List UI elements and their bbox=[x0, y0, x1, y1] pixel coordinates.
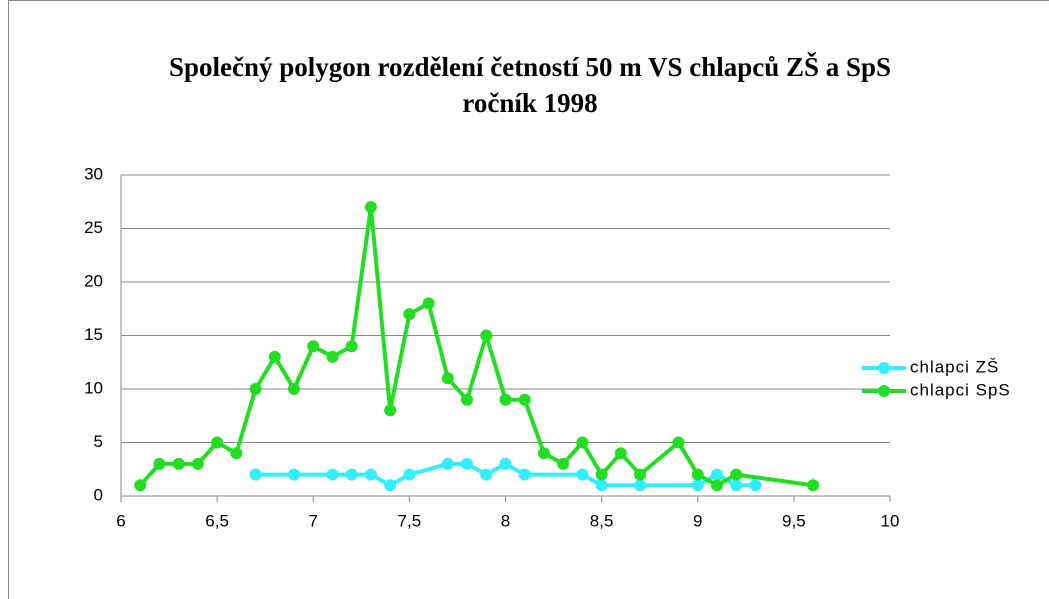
x-tick-label: 9,5 bbox=[782, 511, 806, 530]
chart-frame bbox=[8, 0, 1049, 599]
legend-label: chlapci ZŠ bbox=[910, 357, 999, 376]
data-point bbox=[672, 436, 685, 449]
data-point bbox=[730, 479, 743, 492]
data-point bbox=[461, 457, 474, 470]
data-point bbox=[634, 479, 647, 492]
x-tick-label: 10 bbox=[881, 511, 900, 530]
y-tick-label: 20 bbox=[84, 271, 103, 290]
legend-marker bbox=[878, 362, 890, 374]
data-point bbox=[153, 457, 166, 470]
x-tick-label: 7,5 bbox=[398, 511, 422, 530]
x-tick-label: 8 bbox=[501, 511, 510, 530]
data-point bbox=[441, 372, 454, 385]
data-point bbox=[364, 201, 377, 214]
data-point bbox=[576, 436, 589, 449]
data-point bbox=[345, 340, 358, 353]
data-point bbox=[288, 383, 301, 395]
data-point bbox=[364, 468, 377, 481]
data-point bbox=[384, 404, 397, 417]
data-point bbox=[230, 447, 243, 460]
data-point bbox=[710, 479, 723, 492]
x-tick-label: 9 bbox=[693, 511, 702, 530]
data-point bbox=[480, 468, 493, 481]
data-point bbox=[691, 468, 704, 481]
data-point bbox=[557, 457, 570, 470]
data-point bbox=[249, 383, 262, 395]
data-point bbox=[634, 468, 647, 481]
data-point bbox=[499, 393, 512, 406]
data-point bbox=[307, 340, 320, 353]
data-point bbox=[691, 479, 704, 492]
data-point bbox=[461, 393, 474, 406]
data-point bbox=[710, 468, 723, 481]
data-point bbox=[807, 479, 820, 492]
data-point bbox=[576, 468, 589, 481]
x-tick-label: 6 bbox=[116, 511, 125, 530]
x-tick-label: 6,5 bbox=[205, 511, 229, 530]
data-point bbox=[345, 468, 358, 481]
data-point bbox=[537, 447, 550, 460]
x-tick-label: 8,5 bbox=[590, 511, 614, 530]
data-point bbox=[480, 329, 493, 342]
y-tick-label: 0 bbox=[94, 485, 103, 504]
data-point bbox=[326, 468, 339, 481]
data-point bbox=[595, 468, 608, 481]
y-tick-label: 15 bbox=[84, 325, 103, 344]
data-point bbox=[595, 479, 608, 492]
data-point bbox=[134, 479, 147, 492]
data-point bbox=[403, 308, 416, 321]
data-point bbox=[422, 297, 435, 310]
data-point bbox=[172, 457, 185, 470]
data-point bbox=[384, 479, 397, 492]
data-point bbox=[288, 468, 301, 481]
x-tick-label: 7 bbox=[309, 511, 318, 530]
data-point bbox=[499, 457, 512, 470]
legend-marker bbox=[878, 385, 890, 397]
data-point bbox=[441, 457, 454, 470]
data-point bbox=[249, 468, 262, 481]
data-point bbox=[403, 468, 416, 481]
data-point bbox=[191, 457, 204, 470]
data-point bbox=[730, 468, 743, 481]
y-tick-label: 10 bbox=[84, 378, 103, 397]
data-point bbox=[518, 468, 531, 481]
chart-title: ročník 1998 bbox=[462, 88, 597, 118]
legend-label: chlapci SpS bbox=[910, 380, 1011, 399]
data-point bbox=[326, 350, 339, 363]
y-tick-label: 25 bbox=[84, 218, 103, 237]
data-point bbox=[518, 393, 531, 406]
data-point bbox=[268, 350, 281, 363]
chart-title: Společný polygon rozdělení četností 50 m… bbox=[169, 52, 891, 82]
data-point bbox=[749, 479, 762, 492]
data-point bbox=[211, 436, 224, 449]
y-tick-label: 30 bbox=[84, 164, 103, 183]
series-line bbox=[138, 205, 814, 488]
data-point bbox=[614, 447, 627, 460]
y-tick-label: 5 bbox=[94, 432, 103, 451]
